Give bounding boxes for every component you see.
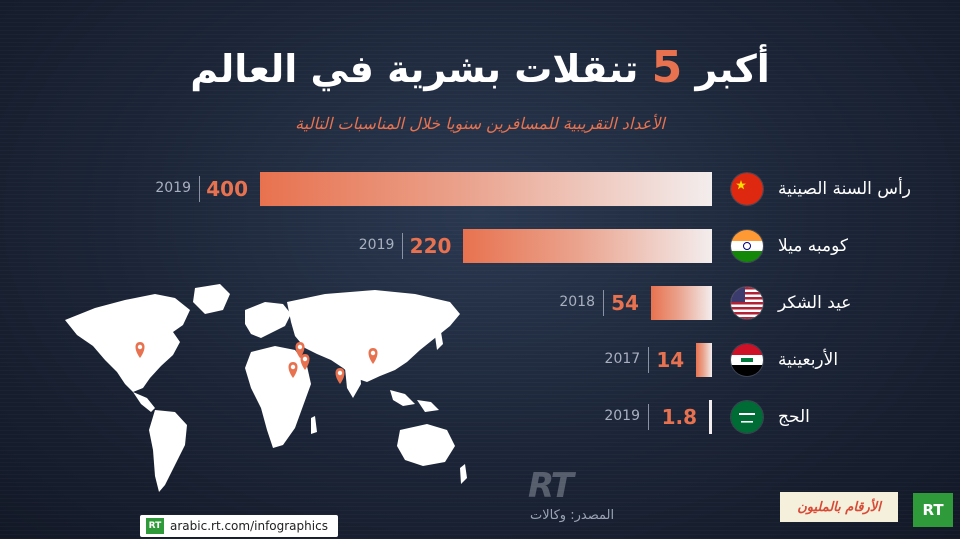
map-pin-icon-1 bbox=[295, 342, 305, 358]
separator-3 bbox=[648, 347, 650, 373]
category-label-0: رأس السنة الصينية bbox=[778, 179, 911, 199]
bar-2 bbox=[650, 286, 712, 320]
series-label-box: الأرقام بالمليون bbox=[780, 492, 898, 522]
year-label-4: 2019 bbox=[604, 408, 640, 424]
value-label-2: 54 bbox=[611, 291, 639, 315]
value-label-1: 220 bbox=[409, 234, 452, 258]
map-pin-dot-4 bbox=[337, 370, 343, 376]
category-label-3: الأربعينية bbox=[778, 350, 839, 370]
title-number: 5 bbox=[651, 42, 683, 93]
year-label-0: 2019 bbox=[155, 180, 191, 196]
year-label-3: 2017 bbox=[604, 351, 641, 367]
separator-2 bbox=[602, 290, 604, 316]
india-flag-icon bbox=[731, 230, 763, 262]
separator-0 bbox=[199, 176, 200, 202]
value-label-3: 14 bbox=[656, 348, 685, 372]
map-pin-dot-3 bbox=[290, 364, 296, 370]
bar-1 bbox=[463, 229, 712, 263]
map-pin-icon-4 bbox=[335, 368, 345, 384]
map-pin-icon-2 bbox=[300, 354, 310, 370]
separator-4 bbox=[648, 404, 649, 430]
separator-1 bbox=[402, 233, 404, 259]
title-pre: أكبر bbox=[695, 47, 770, 91]
map-pin-icon-3 bbox=[288, 362, 298, 378]
rt-watermark-logo: RT bbox=[528, 466, 574, 506]
saudi-flag-icon bbox=[731, 401, 763, 433]
world-map bbox=[65, 284, 467, 492]
rt-mini-logo: RT bbox=[146, 518, 164, 534]
map-pin-dot-2 bbox=[302, 356, 308, 362]
rt-logo: RT bbox=[913, 493, 953, 527]
bar-0 bbox=[260, 172, 712, 206]
source-label: المصدر: وكالات bbox=[530, 508, 615, 523]
series-label: الأرقام بالمليون bbox=[797, 499, 881, 515]
map-pin-dot-1 bbox=[297, 344, 303, 350]
page-subtitle: الأعداد التقريبية للمسافرين سنويا خلال ا… bbox=[295, 114, 665, 133]
map-pins bbox=[135, 342, 378, 384]
category-label-2: عيد الشكر bbox=[778, 293, 852, 313]
category-label-4: الحج bbox=[778, 407, 810, 427]
value-label-4: 1.8 bbox=[661, 405, 697, 429]
map-pin-icon-5 bbox=[368, 348, 378, 364]
year-label-1: 2019 bbox=[358, 237, 395, 253]
category-label-1: كومبه ميلا bbox=[778, 236, 849, 256]
bar-4 bbox=[709, 400, 712, 434]
map-pin-dot-5 bbox=[370, 350, 376, 356]
value-label-0: 400 bbox=[206, 177, 248, 201]
map-pin-dot-0 bbox=[137, 344, 143, 350]
year-label-2: 2018 bbox=[559, 294, 595, 310]
bar-3 bbox=[696, 343, 712, 377]
map-pin-icon-0 bbox=[135, 342, 145, 358]
title-post: تنقلات بشرية في العالم bbox=[190, 47, 639, 91]
usa-flag-icon bbox=[731, 287, 763, 319]
china-flag-icon bbox=[731, 173, 763, 205]
page-title: أكبر 5 تنقلات بشرية في العالم bbox=[0, 42, 960, 93]
world-map-land bbox=[65, 284, 467, 492]
url-text: arabic.rt.com/infographics bbox=[170, 519, 328, 533]
url-badge[interactable]: RT arabic.rt.com/infographics bbox=[140, 515, 338, 537]
iraq-flag-icon bbox=[731, 344, 763, 376]
